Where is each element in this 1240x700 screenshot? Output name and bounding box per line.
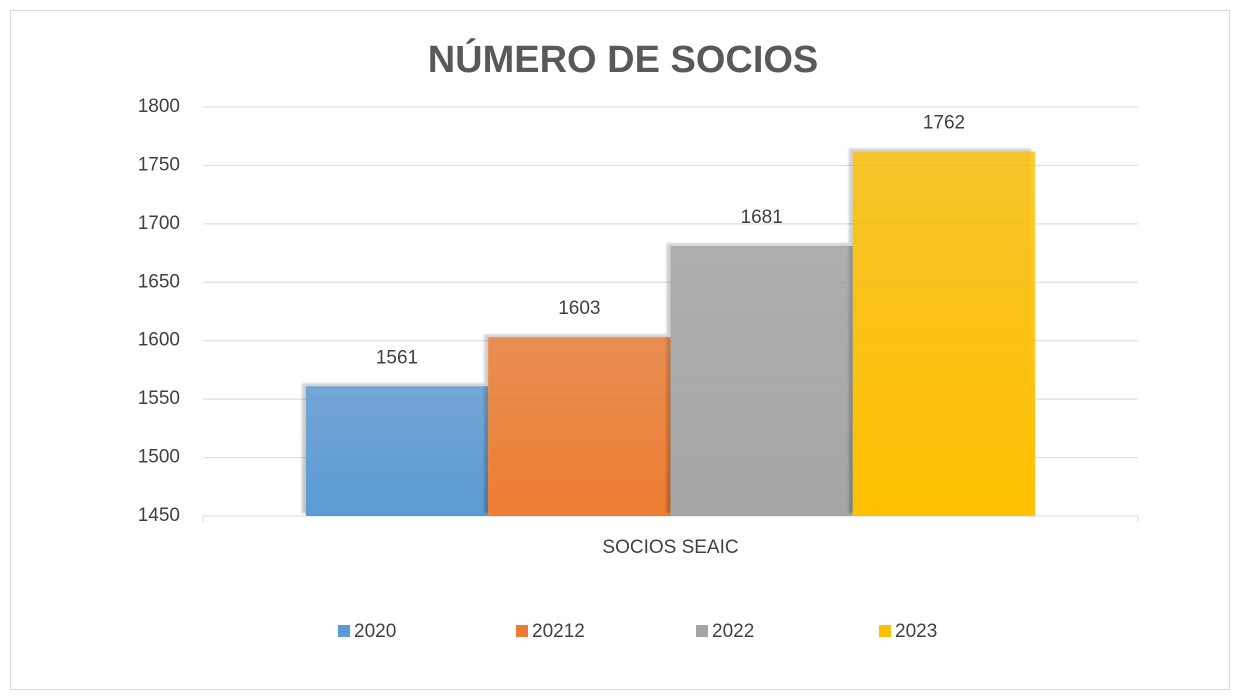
y-tick-label: 1550 [138, 388, 180, 409]
x-tick-label: SOCIOS SEAIC [602, 537, 738, 558]
data-label: 1561 [376, 347, 418, 368]
y-tick-label: 1750 [138, 154, 180, 175]
y-tick-label: 1800 [138, 96, 180, 117]
y-tick-label: 1450 [138, 505, 180, 526]
data-label: 1762 [923, 112, 965, 133]
legend-label: 20212 [532, 621, 585, 642]
legend-label: 2020 [354, 621, 396, 642]
bar [305, 386, 489, 516]
bar [852, 151, 1036, 517]
y-tick-label: 1700 [138, 213, 180, 234]
y-tick-label: 1650 [138, 271, 180, 292]
legend-label: 2022 [712, 621, 754, 642]
legend-swatch [516, 625, 528, 637]
bar [670, 246, 853, 516]
chart-title: NÚMERO DE SOCIOS [428, 37, 819, 81]
legend-swatch [696, 625, 708, 637]
y-tick-label: 1500 [138, 447, 180, 468]
legend-label: 2023 [895, 621, 937, 642]
legend-swatch [879, 625, 891, 637]
data-label: 1681 [741, 207, 783, 228]
data-label: 1603 [558, 298, 600, 319]
y-tick-label: 1600 [138, 330, 180, 351]
bar [488, 337, 671, 516]
legend-swatch [338, 625, 350, 637]
